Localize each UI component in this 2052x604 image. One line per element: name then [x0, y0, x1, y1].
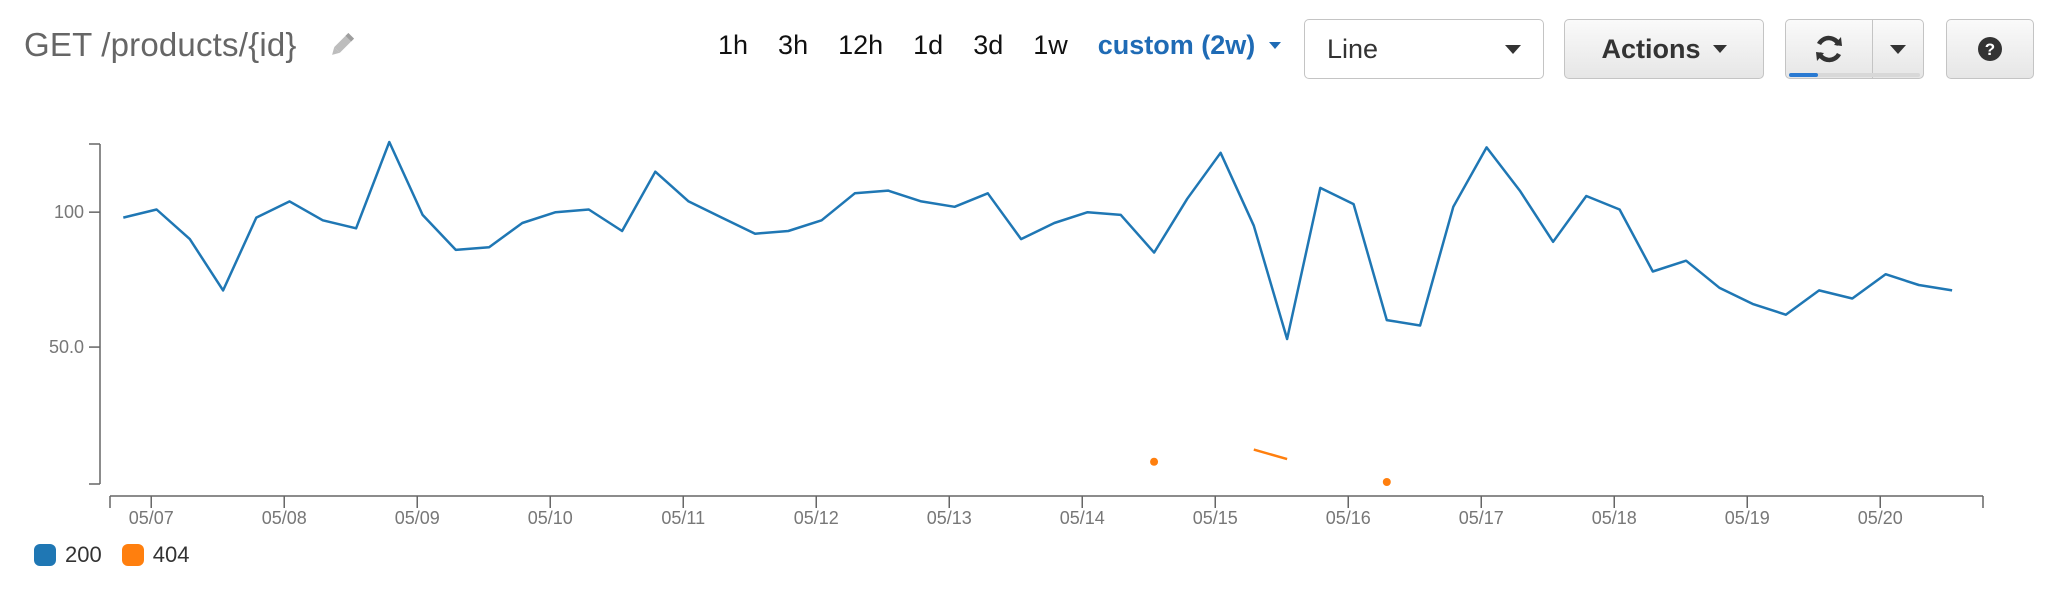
range-custom[interactable]: custom (2w) [1097, 30, 1256, 60]
help-button[interactable]: ? [1946, 19, 2034, 79]
legend-label: 200 [65, 542, 102, 567]
time-range-selector: 1h 3h 12h 1d 3d 1w custom (2w) [718, 30, 1282, 61]
x-tick-label: 05/15 [1193, 508, 1238, 528]
refresh-dropdown-button[interactable] [1872, 19, 1924, 79]
range-12h[interactable]: 12h [838, 30, 884, 60]
caret-down-icon [1890, 44, 1906, 54]
legend-swatch [34, 544, 56, 566]
chevron-down-icon [1712, 45, 1727, 53]
x-tick-label: 05/16 [1326, 508, 1371, 528]
range-3d[interactable]: 3d [973, 30, 1004, 60]
x-tick-label: 05/12 [794, 508, 839, 528]
chevron-down-icon [1505, 44, 1521, 54]
legend-label: 404 [152, 542, 190, 567]
x-tick-label: 05/17 [1459, 508, 1504, 528]
pencil-icon[interactable] [327, 30, 357, 60]
series-point-404 [1382, 478, 1391, 486]
range-1h[interactable]: 1h [718, 30, 749, 60]
header: GET /products/{id} [24, 26, 357, 64]
refresh-button[interactable] [1785, 19, 1873, 79]
view-type-value: Line [1327, 33, 1379, 64]
series-point-404 [1150, 457, 1159, 466]
range-3h[interactable]: 3h [778, 30, 809, 60]
x-tick-label: 05/10 [528, 508, 573, 528]
y-tick-label: 50.0 [49, 337, 84, 357]
refresh-progress-fill [1789, 73, 1818, 77]
line-chart: 100 50.0 05/07 05/08 05/09 05/10 05/11 05/12 05/… [49, 140, 1984, 528]
x-tick-label: 05/20 [1858, 508, 1903, 528]
series-line-404 [1253, 448, 1288, 461]
svg-text:?: ? [1985, 40, 1995, 59]
actions-label: Actions [1601, 33, 1701, 64]
x-tick-label: 05/13 [927, 508, 972, 528]
x-tick-label: 05/18 [1592, 508, 1637, 528]
actions-button[interactable]: Actions [1564, 19, 1764, 79]
legend-swatch [121, 544, 144, 566]
refresh-icon [1816, 35, 1842, 63]
x-tick-label: 05/08 [262, 508, 307, 528]
question-icon: ? [1978, 37, 2002, 61]
chevron-down-icon[interactable] [1269, 42, 1282, 49]
x-tick-label: 05/14 [1060, 508, 1105, 528]
range-1w[interactable]: 1w [1033, 30, 1068, 60]
series-line-200 [123, 140, 1953, 341]
x-tick-label: 05/07 [129, 508, 174, 528]
y-tick-label: 100 [54, 202, 84, 222]
x-tick-label: 05/11 [661, 508, 705, 528]
range-1d[interactable]: 1d [913, 30, 944, 60]
legend: 200 404 [34, 542, 209, 568]
x-tick-label: 05/19 [1725, 508, 1770, 528]
view-type-select[interactable]: Line [1304, 19, 1544, 79]
legend-item-404[interactable]: 404 [121, 542, 190, 568]
page-title: GET /products/{id} [24, 26, 297, 63]
legend-item-200[interactable]: 200 [34, 542, 102, 568]
x-tick-label: 05/09 [395, 508, 440, 528]
refresh-progress-bar [1789, 73, 1920, 77]
